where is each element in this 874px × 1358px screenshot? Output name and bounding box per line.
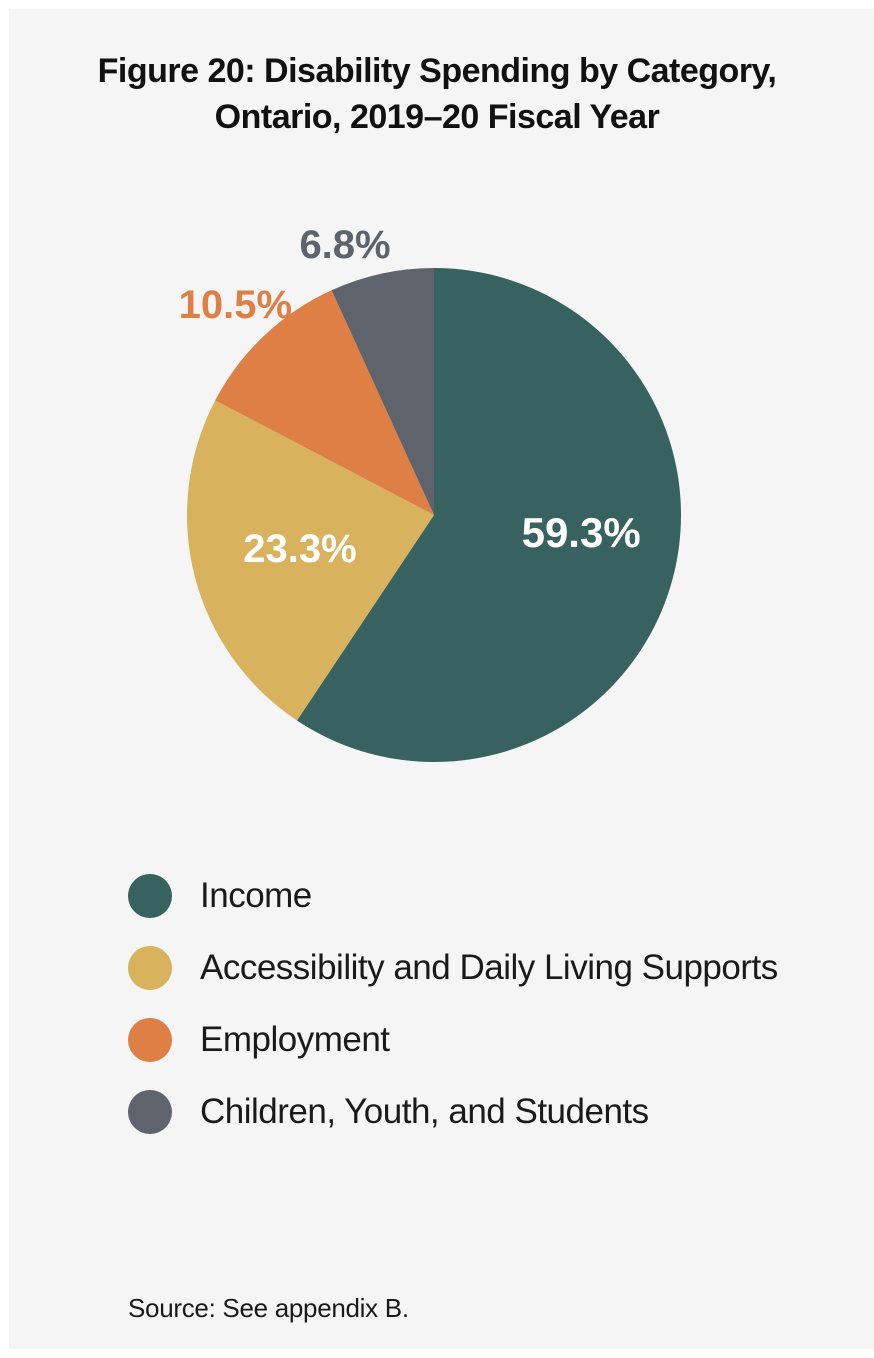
- chart-title-line-1: Figure 20: Disability Spending by Catego…: [97, 52, 777, 90]
- legend-label-accessibility: Accessibility and Daily Living Supports: [200, 948, 778, 987]
- legend-swatch-employment: [128, 1018, 172, 1062]
- legend-label-employment: Employment: [200, 1020, 390, 1059]
- pie-label-accessibility: 23.3%: [243, 527, 356, 571]
- pie-slice-children: [331, 268, 434, 515]
- pie-label-children: 6.8%: [299, 223, 390, 267]
- pie-slice-employment: [215, 290, 434, 515]
- pie-label-employment: 10.5%: [179, 283, 292, 327]
- legend-label-income: Income: [200, 876, 312, 915]
- legend-label-children: Children, Youth, and Students: [200, 1092, 649, 1131]
- chart-title: Figure 20: Disability Spending by Catego…: [0, 48, 874, 140]
- pie-label-income: 59.3%: [522, 509, 641, 556]
- pie-slice-income: [296, 268, 681, 762]
- legend-swatch-children: [128, 1090, 172, 1134]
- chart-title-line-2: Ontario, 2019–20 Fiscal Year: [214, 98, 660, 136]
- pie-slice-accessibility: [186, 400, 434, 721]
- source-note: Source: See appendix B.: [128, 1293, 409, 1323]
- legend-swatch-income: [128, 874, 172, 918]
- legend-swatch-accessibility: [128, 946, 172, 990]
